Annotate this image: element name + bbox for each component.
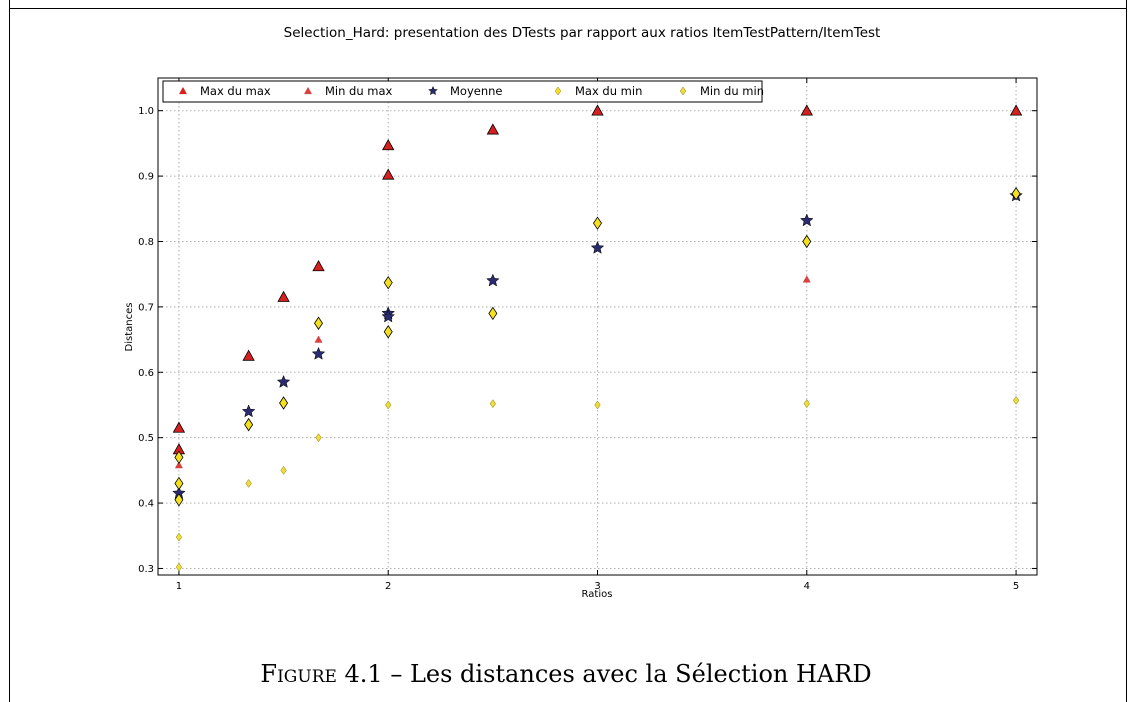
point-min-du-min <box>175 532 183 542</box>
page-frame-right <box>1126 0 1127 702</box>
y-tick-label: 0.6 <box>138 368 154 379</box>
point-max-du-min <box>383 325 393 339</box>
point-moyenne <box>276 374 291 388</box>
legend-marker-max-du-max <box>178 86 188 95</box>
y-tick-label: 1.0 <box>138 106 154 117</box>
point-max-du-min <box>488 306 498 321</box>
point-max-du-min <box>174 476 184 491</box>
point-max-du-min <box>174 493 184 507</box>
y-tick-label: 0.5 <box>138 433 154 444</box>
point-max-du-min <box>279 396 289 410</box>
point-moyenne <box>311 346 326 360</box>
point-min-du-min <box>315 433 322 443</box>
point-moyenne <box>241 404 256 418</box>
y-tick-label: 0.9 <box>138 172 154 183</box>
legend-marker-moyenne <box>428 85 438 96</box>
point-max-du-min <box>593 216 602 230</box>
point-moyenne <box>799 213 814 227</box>
chart-title: Selection_Hard: presentation des DTests … <box>284 25 881 41</box>
point-moyenne <box>590 240 605 254</box>
legend-marker-min-du-max <box>303 86 313 95</box>
page-frame-left <box>9 0 10 702</box>
x-tick-label: 1 <box>176 581 182 592</box>
point-moyenne <box>486 273 500 287</box>
point-min-du-max <box>174 461 183 469</box>
y-tick-label: 0.7 <box>138 302 154 313</box>
point-max-du-min <box>383 275 393 290</box>
point-max-du-min <box>1011 187 1021 201</box>
legend-marker-min-du-min <box>679 86 687 96</box>
point-max-du-max <box>277 290 290 302</box>
point-max-du-max <box>382 168 395 180</box>
y-tick-label: 0.4 <box>138 499 154 510</box>
y-tick-label: 0.3 <box>138 564 154 575</box>
point-min-du-max <box>802 275 811 283</box>
legend-label-moyenne: Moyenne <box>450 84 503 98</box>
point-max-du-max <box>591 104 604 116</box>
legend-box <box>162 80 763 103</box>
point-min-du-min <box>1012 395 1020 405</box>
point-max-du-max <box>172 421 186 433</box>
page-frame-top <box>9 8 1127 9</box>
x-tick-label: 2 <box>385 581 391 592</box>
figure-caption: Figure 4.1 – Les distances avec la Sélec… <box>0 660 1132 688</box>
point-min-du-min <box>385 400 392 410</box>
point-min-du-min <box>489 399 496 409</box>
point-max-du-min <box>244 417 254 432</box>
point-max-du-max <box>312 260 325 272</box>
x-tick-label: 4 <box>804 581 810 592</box>
legend-marker-max-du-min <box>554 86 562 96</box>
point-moyenne <box>381 309 396 323</box>
point-max-du-min <box>174 450 184 465</box>
y-axis-label: Distances <box>124 303 135 352</box>
x-axis-label: Ratios <box>582 589 613 600</box>
point-max-du-max <box>1009 104 1023 116</box>
legend-label-min-du-min: Min du min <box>700 84 764 98</box>
point-max-du-max <box>486 123 500 135</box>
legend-label-min-du-max: Min du max <box>325 84 393 98</box>
point-min-du-min <box>245 479 252 488</box>
y-tick-label: 0.8 <box>138 237 154 248</box>
point-max-du-min <box>314 316 324 330</box>
point-max-du-max <box>242 349 255 361</box>
point-max-du-min <box>802 234 812 249</box>
x-tick-label: 3 <box>594 581 600 592</box>
point-min-du-min <box>280 465 287 475</box>
x-tick-label: 5 <box>1013 581 1019 592</box>
point-max-du-max <box>800 104 813 116</box>
point-min-du-min <box>594 400 601 410</box>
figure-label: Figure 4.1 <box>260 660 383 688</box>
point-min-du-min <box>175 562 183 572</box>
point-max-du-max <box>382 139 395 151</box>
legend-label-max-du-max: Max du max <box>200 84 271 98</box>
point-min-du-max <box>314 335 323 343</box>
point-min-du-min <box>803 399 810 409</box>
legend-label-max-du-min: Max du min <box>575 84 642 98</box>
scatter-chart: Selection_Hard: presentation des DTests … <box>124 25 1038 600</box>
figure-caption-text: – Les distances avec la Sélection HARD <box>390 660 872 688</box>
